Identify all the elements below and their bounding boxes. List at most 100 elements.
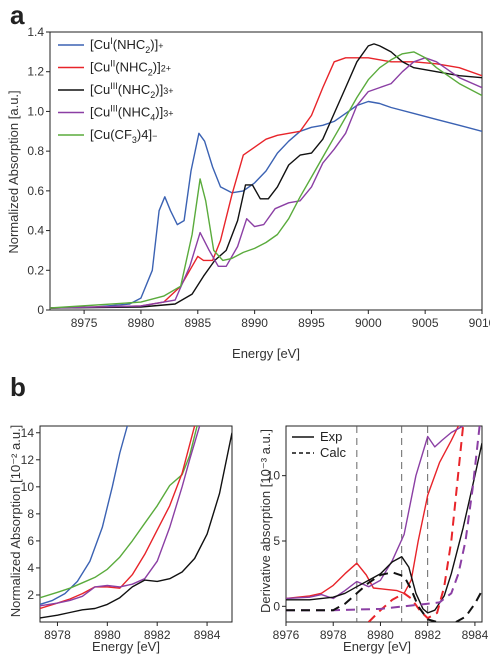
legend-label: Exp [320,429,342,444]
x-tick-label: 8978 [44,628,71,642]
legend-label-part: (NHC [113,37,146,52]
y-tick-label: 1.0 [27,104,44,118]
series-line-b-left-3 [40,426,201,607]
y-tick-label: 6 [27,534,34,548]
series-line-b-right-5 [286,571,438,622]
x-tick-label: 8995 [298,316,325,330]
legend-label-part: 2 [150,90,155,100]
y-tick-label: 8 [27,507,34,521]
x-tick-label: 9005 [412,316,439,330]
legend-label-part: − [152,131,157,141]
legend-label-part: [Cu [90,82,110,97]
series-line-b-left-0 [40,426,128,606]
legend-label: Calc [320,445,347,460]
y-tick-label: 0.8 [27,144,44,158]
axes-frame-a [49,31,483,311]
series-line-a-1 [50,57,482,309]
legend-label-part: + [158,41,163,51]
chart-b-right-ylabel: Derivative absorption [10⁻³ a.u.] [258,429,273,613]
y-tick-label: 10 [21,480,35,494]
x-tick-label: 8980 [367,628,394,642]
series-line-b-right-1 [286,426,464,600]
series-line-b-right-3 [367,426,465,622]
legend-label-part: (NHC [115,60,148,75]
y-tick-label: 1.2 [27,65,44,79]
legend-label: [CuIII(NHC2)]3+ [90,81,173,100]
series-line-b-left-1 [40,426,198,599]
series-line-b-right-2 [286,442,482,614]
x-tick-label: 8990 [241,316,268,330]
x-tick-label: 8984 [194,628,221,642]
series-group-b-right [286,426,482,622]
y-tick-label: 12 [21,453,35,467]
series-line-b-left-4 [40,432,232,619]
legend-label-part: )4] [137,127,152,142]
series-line-b-right-4 [286,426,481,612]
legend-label-part: (NHC [118,105,151,120]
series-line-a-4 [50,51,482,309]
y-tick-label: 0.4 [27,224,44,238]
chart-b-left-ylabel: Normalized Absorption [10⁻² a.u.] [8,425,23,618]
legend-label-part: [Cu [90,37,110,52]
y-tick-label: 14 [21,426,35,440]
legend-label-part: 3+ [163,109,173,119]
panel-label-b: b [10,372,26,402]
x-tick-label: 8982 [414,628,441,642]
series-group-b-left [40,426,232,619]
legend-label-part: [Cu(CF [90,127,132,142]
x-tick-label: 8975 [71,316,98,330]
series-line-b-right-0 [286,426,460,600]
y-tick-label: 5 [273,534,280,548]
x-tick-label: 8980 [94,628,121,642]
series-line-a-0 [50,100,482,309]
legend-label-part: III [110,104,118,114]
x-tick-label: 8984 [462,628,489,642]
x-tick-label: 8985 [184,316,211,330]
legend-label-part: )] [153,60,161,75]
x-tick-label: 8978 [320,628,347,642]
legend-label-part: )] [150,37,158,52]
legend-label-part: III [110,81,118,91]
series-line-b-right-6 [455,590,482,622]
legend-label-part: 3 [132,135,137,145]
y-tick-label: 2 [27,588,34,602]
y-tick-label: 1.4 [27,25,44,39]
series-line-b-left-2 [40,426,196,610]
legend-label-part: [Cu [90,105,110,120]
series-line-a-2 [50,43,482,309]
y-tick-label: 0 [37,303,44,317]
y-tick-label: 10 [267,469,281,483]
chart-a-xlabel: Energy [eV] [232,346,300,361]
chart-a-ylabel: Normalized Absorption [a.u.] [6,90,21,253]
legend-label-part: 2 [148,68,153,78]
legend-label: [Cu(CF3)4]− [90,127,157,145]
series-line-a-3 [50,57,482,309]
legend-label-part: 2+ [161,64,171,74]
panel-label-a: a [10,0,25,30]
axes-frame-b-right [285,425,483,623]
y-tick-label: 0.2 [27,263,44,277]
legend-label-part: [Cu [90,60,110,75]
x-tick-label: 8980 [128,316,155,330]
y-tick-label: 0.6 [27,184,44,198]
x-tick-label: 8982 [144,628,171,642]
series-group-a [50,43,482,309]
chart-b-left-xlabel: Energy [eV] [92,639,160,654]
x-tick-label: 8976 [273,628,300,642]
legend-label-part: 2 [145,45,150,55]
legend-label-part: 4 [150,113,155,123]
legend-label-part: I [110,36,113,46]
legend-label: [CuII(NHC2)]2+ [90,59,171,78]
legend-label: [CuI(NHC2)]+ [90,36,163,55]
legend-label-part: II [110,59,115,69]
y-tick-label: 4 [27,561,34,575]
legend-label-part: )] [155,82,163,97]
legend-label: [CuIII(NHC4)]3+ [90,104,173,123]
x-tick-label: 9000 [355,316,382,330]
legend-label-part: )] [155,105,163,120]
axes-frame-b-left [39,425,233,623]
chart-b-right-xlabel: Energy [eV] [343,639,411,654]
